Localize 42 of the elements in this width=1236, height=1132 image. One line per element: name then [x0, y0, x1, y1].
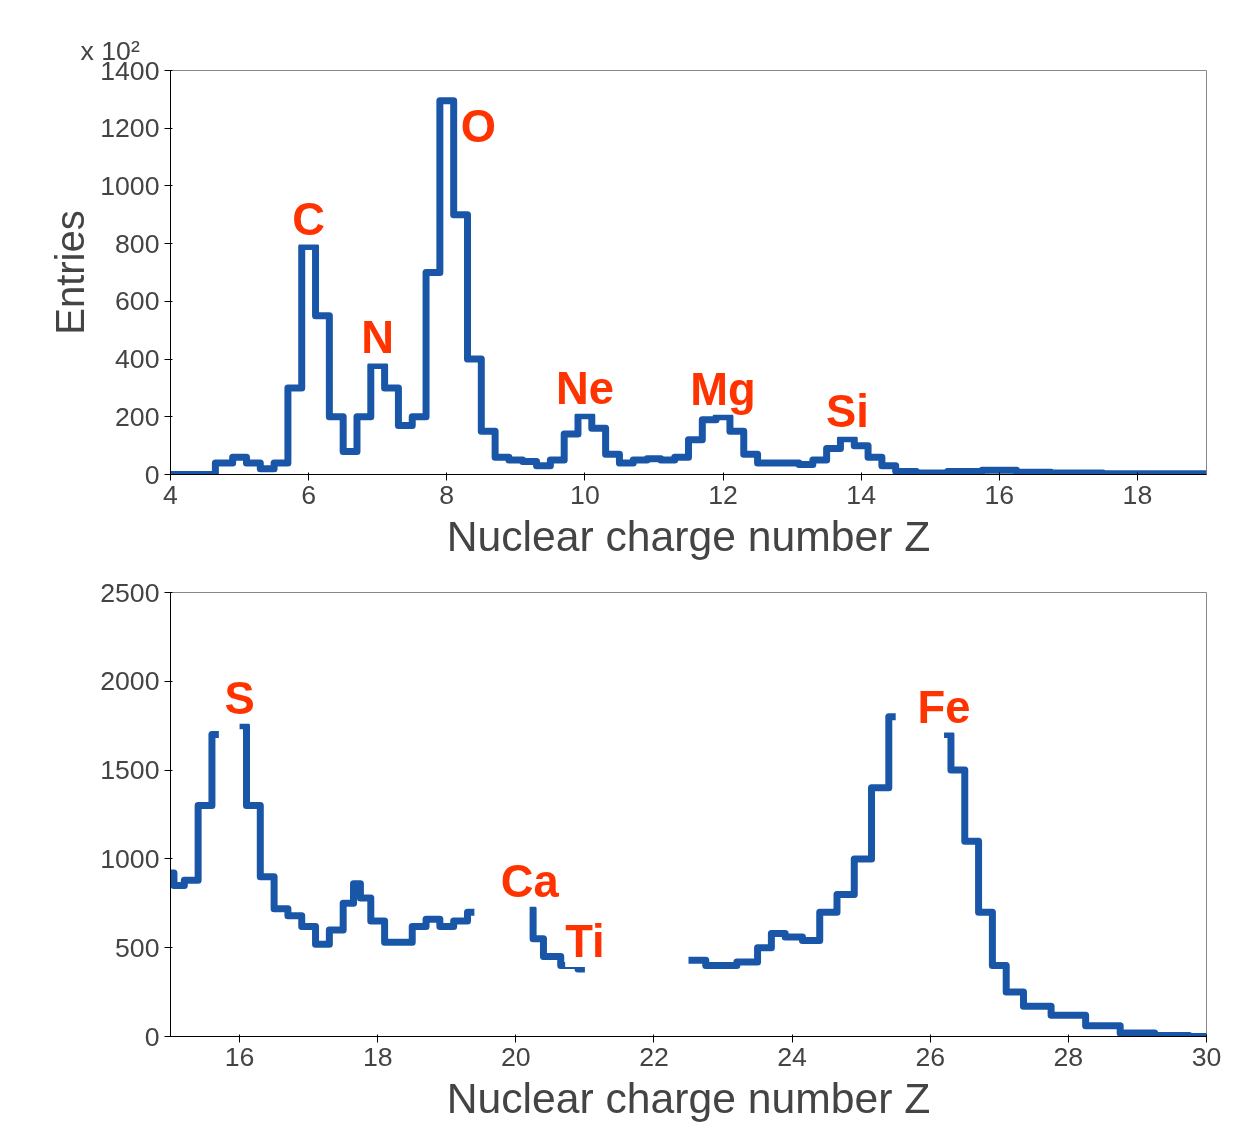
- x-tick-label: 6: [301, 479, 317, 510]
- x-tick-label: 16: [224, 1041, 255, 1072]
- x-tick-label: 16: [984, 479, 1015, 510]
- y-tick-label: 2000: [100, 666, 160, 697]
- annotation: Ca: [500, 855, 560, 907]
- x-tick-label: 14: [846, 479, 877, 510]
- x-tick-label: 8: [439, 479, 455, 510]
- x-tick-label: 10: [570, 479, 600, 510]
- annotation: N: [361, 312, 395, 364]
- x-tick-label: 28: [1053, 1041, 1084, 1072]
- y-tick-label: 1200: [100, 113, 160, 144]
- x-tick-label: 24: [777, 1041, 808, 1072]
- x-tick-label: 22: [639, 1041, 669, 1072]
- annotation: Si: [825, 385, 869, 437]
- y-tick-label: 0: [144, 1021, 160, 1052]
- y-tick-label: 2500: [100, 577, 160, 608]
- y-tick-label: 600: [115, 286, 160, 317]
- annotation: S: [224, 672, 255, 724]
- y-tick-label: 1500: [100, 755, 160, 786]
- y-tick-label: 1000: [100, 843, 160, 874]
- y-tick-label: 800: [115, 228, 160, 259]
- y-tick-label: 200: [115, 401, 160, 432]
- x-tick-label: 26: [915, 1041, 946, 1072]
- annotation: C: [292, 193, 326, 245]
- y-tick-label: 1000: [100, 170, 160, 201]
- annotation: Mg: [690, 363, 756, 415]
- annotation: Ti: [565, 916, 605, 968]
- y-tick-label: 0: [144, 459, 160, 490]
- x-tick-label: 4: [163, 479, 179, 510]
- y-axis-title: Entries: [48, 210, 93, 335]
- x-tick-label: 18: [1122, 479, 1153, 510]
- y-tick-label: 500: [115, 932, 160, 963]
- annotation: O: [460, 100, 497, 152]
- annotation: Ne: [555, 362, 614, 414]
- y-tick-label: 400: [115, 344, 160, 375]
- annotation: Fe: [917, 681, 971, 733]
- x-axis-title: Nuclear charge number Z: [446, 1073, 931, 1122]
- x-tick-label: 30: [1191, 1041, 1222, 1072]
- x-tick-label: 12: [708, 479, 738, 510]
- x-axis-title: Nuclear charge number Z: [446, 511, 931, 560]
- x-tick-label: 18: [362, 1041, 393, 1072]
- x-tick-label: 20: [501, 1041, 531, 1072]
